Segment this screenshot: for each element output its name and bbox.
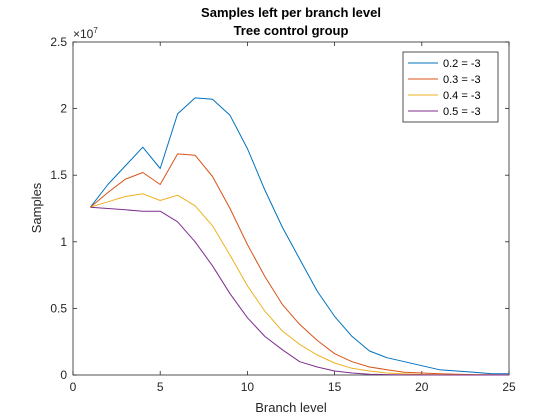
x-tick-label: 5 bbox=[157, 380, 164, 394]
legend-entry-label: 0.3 = -3 bbox=[443, 74, 481, 86]
y-tick-label: 1 bbox=[60, 235, 67, 249]
legend-box bbox=[402, 51, 499, 123]
series-line bbox=[90, 153, 510, 376]
legend-entry-label: 0.5 = -3 bbox=[443, 106, 481, 118]
x-tick-label: 15 bbox=[328, 380, 342, 394]
y-tick-label: 0 bbox=[60, 368, 67, 382]
legend: 0.2 = -3 0.3 = -3 0.4 = -3 0.5 = -3 bbox=[402, 51, 499, 123]
y-axis-exponent-power: 7 bbox=[93, 26, 98, 35]
y-axis-exponent-base: ×10 bbox=[73, 27, 94, 41]
x-tick-label: 20 bbox=[415, 380, 429, 394]
x-tick-label: 0 bbox=[70, 380, 77, 394]
x-axis-label: Branch level bbox=[255, 400, 327, 415]
series-line bbox=[90, 97, 509, 375]
chart-title-line-2: Tree control group bbox=[234, 23, 349, 38]
y-axis-label: Samples bbox=[29, 182, 44, 233]
series-lines bbox=[90, 97, 510, 376]
y-tick-label: 0.5 bbox=[50, 301, 67, 315]
y-tick-label: 2.5 bbox=[50, 35, 67, 49]
y-axis-exponent: ×107 bbox=[73, 26, 98, 41]
x-tick-label: 10 bbox=[241, 380, 255, 394]
legend-entry-label: 0.2 = -3 bbox=[443, 58, 481, 70]
x-tick-label: 25 bbox=[502, 380, 516, 394]
axis-ticks: 0 5 10 15 20 25 0 0.5 1 1.5 2 2.5 bbox=[50, 35, 516, 394]
series-line bbox=[90, 206, 509, 376]
y-tick-label: 1.5 bbox=[50, 168, 67, 182]
y-tick-label: 2 bbox=[60, 102, 67, 116]
legend-entry-label: 0.4 = -3 bbox=[443, 90, 481, 102]
chart-title-line-1: Samples left per branch level bbox=[201, 5, 381, 20]
